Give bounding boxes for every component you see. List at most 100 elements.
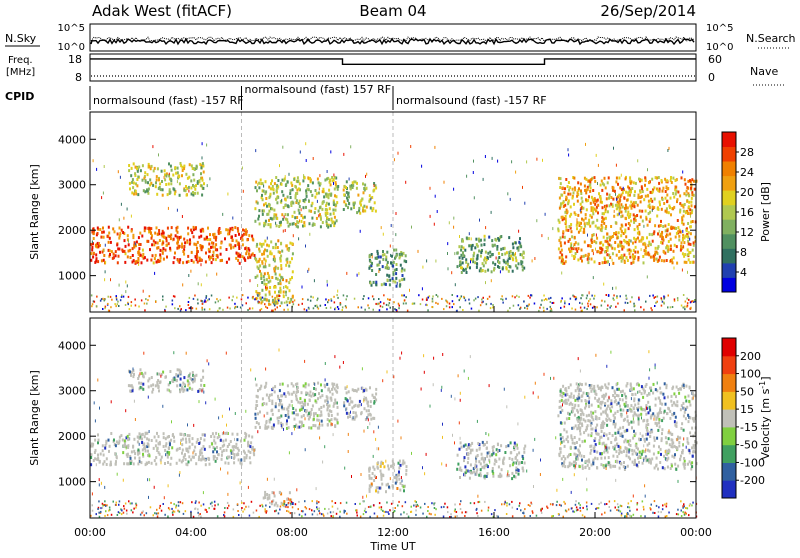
- data-cell: [259, 222, 261, 225]
- data-cell: [615, 204, 617, 207]
- data-cell: [570, 205, 572, 208]
- data-cell: [145, 432, 147, 435]
- data-cell: [471, 248, 473, 251]
- data-cell: [281, 213, 283, 216]
- data-cell: [470, 463, 472, 466]
- data-cell: [209, 445, 211, 448]
- data-cell: [580, 183, 582, 186]
- data-cell: [156, 226, 158, 229]
- data-cell: [274, 390, 276, 393]
- scatter-cell: [561, 297, 563, 299]
- data-cell: [558, 247, 560, 250]
- data-cell: [328, 203, 330, 206]
- data-cell: [268, 290, 270, 293]
- data-cell: [250, 441, 252, 444]
- data-cell: [297, 225, 299, 228]
- speckle-cell: [104, 278, 105, 281]
- scatter-cell: [129, 308, 131, 310]
- data-cell: [261, 245, 263, 248]
- speckle-cell: [491, 279, 492, 282]
- data-cell: [523, 252, 525, 255]
- data-cell: [560, 194, 562, 197]
- data-cell: [356, 211, 358, 214]
- data-cell: [183, 456, 185, 459]
- scatter-cell: [310, 296, 312, 298]
- data-cell: [391, 262, 393, 265]
- data-cell: [664, 467, 666, 470]
- data-cell: [572, 188, 574, 191]
- data-cell: [396, 487, 398, 490]
- data-cell: [281, 502, 283, 505]
- data-cell: [591, 258, 593, 261]
- data-cell: [524, 462, 526, 465]
- data-cell: [288, 225, 290, 228]
- speckle-cell: [614, 210, 615, 213]
- data-cell: [323, 195, 325, 198]
- scatter-cell: [189, 297, 191, 299]
- scatter-cell: [272, 296, 274, 298]
- scatter-cell: [331, 300, 333, 302]
- speckle-cell: [240, 237, 241, 240]
- data-cell: [350, 187, 352, 190]
- data-cell: [674, 463, 676, 466]
- data-cell: [129, 370, 131, 373]
- data-cell: [371, 477, 373, 480]
- data-cell: [566, 402, 568, 405]
- data-cell: [568, 181, 570, 184]
- speckle-cell: [188, 274, 189, 277]
- speckle-cell: [687, 271, 688, 274]
- data-cell: [631, 449, 633, 452]
- data-cell: [277, 246, 279, 249]
- data-cell: [295, 196, 297, 199]
- data-cell: [467, 453, 469, 456]
- scatter-cell: [202, 303, 204, 305]
- scatter-cell: [293, 303, 295, 305]
- data-cell: [290, 189, 292, 192]
- data-cell: [131, 384, 133, 387]
- scatter-cell: [205, 297, 207, 299]
- data-cell: [195, 226, 197, 229]
- speckle-cell: [571, 244, 572, 247]
- data-cell: [286, 261, 288, 264]
- data-cell: [692, 220, 694, 223]
- scatter-cell: [222, 309, 224, 311]
- data-cell: [484, 270, 486, 273]
- scatter-cell: [624, 309, 626, 311]
- data-cell: [635, 444, 637, 447]
- data-cell: [604, 177, 606, 180]
- data-cell: [640, 200, 642, 203]
- scatter-cell: [145, 298, 147, 300]
- data-cell: [297, 176, 299, 179]
- data-cell: [170, 390, 172, 393]
- data-cell: [576, 224, 578, 227]
- data-cell: [474, 466, 476, 469]
- data-cell: [621, 194, 623, 197]
- data-cell: [220, 253, 222, 256]
- data-cell: [127, 255, 129, 258]
- data-cell: [630, 262, 632, 265]
- data-cell: [457, 463, 459, 466]
- power-ylabel: Slant Range [km]: [28, 164, 41, 260]
- speckle-cell: [121, 203, 122, 206]
- data-cell: [399, 489, 401, 492]
- data-cell: [624, 393, 626, 396]
- data-cell: [320, 218, 322, 221]
- date-title: 26/Sep/2014: [600, 2, 696, 20]
- scatter-cell: [575, 298, 577, 300]
- data-cell: [653, 186, 655, 189]
- data-cell: [619, 405, 621, 408]
- data-cell: [305, 391, 307, 394]
- data-cell: [565, 215, 567, 218]
- data-cell: [630, 190, 632, 193]
- data-cell: [271, 393, 273, 396]
- data-cell: [129, 187, 131, 190]
- scatter-cell: [489, 296, 491, 298]
- data-cell: [190, 186, 192, 189]
- data-cell: [149, 454, 151, 457]
- speckle-cell: [154, 272, 155, 275]
- scatter-cell: [544, 299, 546, 301]
- data-cell: [676, 198, 678, 201]
- data-cell: [591, 206, 593, 209]
- data-cell: [493, 269, 495, 272]
- data-cell: [370, 418, 372, 421]
